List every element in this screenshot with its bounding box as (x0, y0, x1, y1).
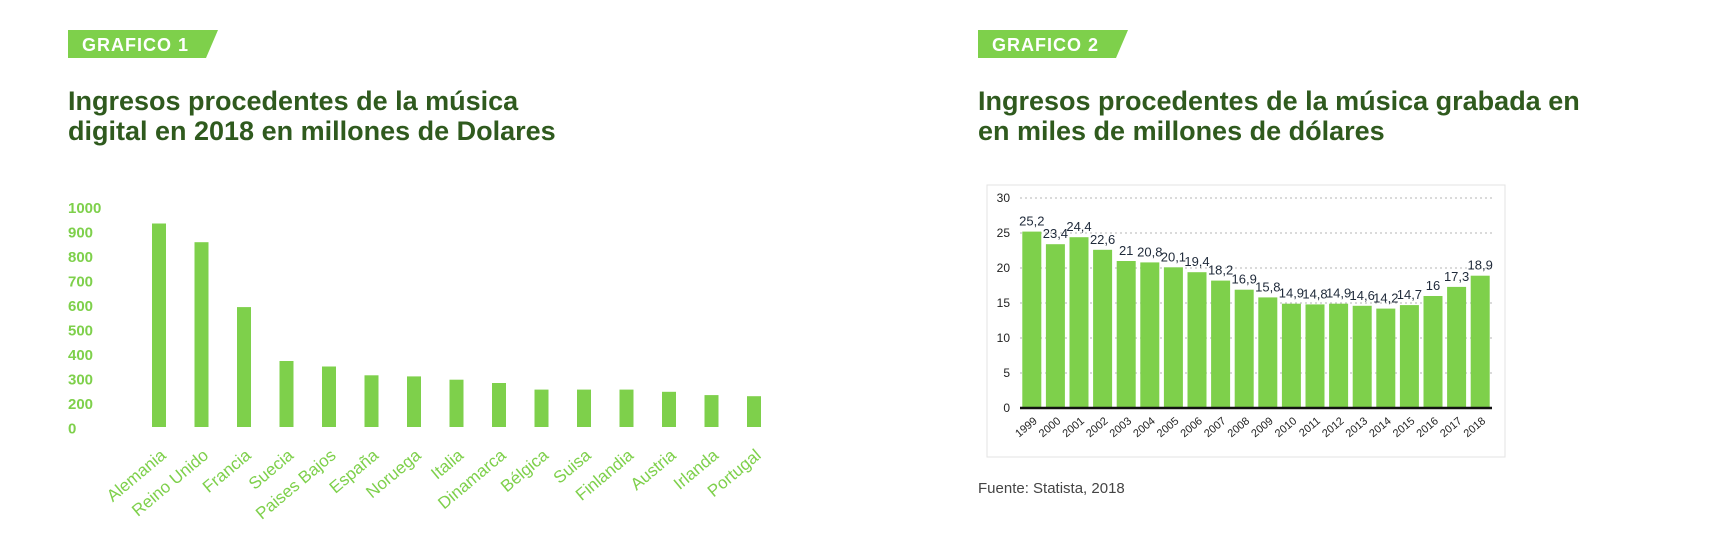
chart-1-ytick-label: 400 (68, 347, 93, 364)
chart-1-ytick-label: 800 (68, 249, 93, 266)
chart-2-bar (1376, 308, 1396, 408)
chart-1-badge: GRAFICO 1 (68, 30, 218, 58)
chart-2-value-label: 14,8 (1302, 286, 1327, 301)
chart-2-value-label: 19,4 (1184, 254, 1209, 269)
chart-1-ytick-label: 600 (68, 298, 93, 315)
chart-2-bar (1423, 296, 1443, 408)
chart-2-bar (1258, 297, 1278, 408)
chart-2-bar (1470, 275, 1490, 408)
chart-2-value-label: 14,7 (1397, 287, 1422, 302)
chart-1-title-line-1: Ingresos procedentes de la música (68, 86, 519, 116)
chart-2-badge: GRAFICO 2 (978, 30, 1128, 58)
chart-1-plot: 10009008007006005004003002000AlemaniaRei… (68, 200, 765, 523)
chart-2-bar (1281, 303, 1301, 408)
chart-2-value-label: 25,2 (1019, 214, 1044, 229)
chart-2-title-line-1: Ingresos procedentes de la música grabad… (978, 86, 1580, 116)
chart-1-ytick-label: 500 (68, 323, 93, 340)
chart-1-bar (194, 242, 209, 427)
chart-2-bar (1187, 272, 1207, 408)
chart-1-bar (364, 375, 379, 427)
chart-2-value-label: 14,9 (1279, 286, 1304, 301)
chart-1-ytick-label: 0 (68, 421, 76, 438)
chart-2-value-label: 16,9 (1232, 272, 1257, 287)
chart-2-value-label: 24,4 (1066, 219, 1091, 234)
chart-1-bar (619, 389, 634, 427)
chart-2-bar (1093, 249, 1113, 408)
chart-2-ytick-label: 20 (997, 261, 1011, 275)
chart-2-value-label: 14,2 (1373, 291, 1398, 306)
chart-1-ytick-label: 1000 (68, 200, 101, 217)
chart-2-ytick-label: 15 (997, 296, 1011, 310)
chart-2-ytick-label: 25 (997, 226, 1011, 240)
chart-1-ytick-label: 300 (68, 372, 93, 389)
chart-2-value-label: 18,2 (1208, 263, 1233, 278)
chart-1-category-label: Bélgica (497, 445, 552, 496)
chart-2-bar (1329, 303, 1349, 408)
chart-1-ytick-label: 200 (68, 396, 93, 413)
chart-2-value-label: 14,9 (1326, 286, 1351, 301)
chart-1-bar (449, 379, 464, 427)
chart-2-value-label: 16 (1426, 278, 1440, 293)
chart-2-value-label: 17,3 (1444, 269, 1469, 284)
chart-1-bar (152, 223, 166, 427)
chart-1-badge-label: GRAFICO 1 (82, 35, 190, 55)
chart-2-value-label: 21 (1119, 243, 1133, 258)
chart-1-bar (662, 391, 676, 427)
chart-2-bar (1352, 305, 1372, 408)
chart-2-value-label: 23,4 (1043, 226, 1068, 241)
chart-1-category-label: Francia (199, 445, 255, 496)
chart-2-title: Ingresos procedentes de la música grabad… (978, 86, 1678, 146)
chart-2-bar (1116, 261, 1136, 408)
chart-1-category-label: Austria (627, 445, 680, 494)
chart-2-badge-label: GRAFICO 2 (992, 35, 1100, 55)
chart-2-bar (1022, 231, 1042, 408)
chart-2-bar (1211, 280, 1231, 408)
chart-2-value-label: 15,8 (1255, 279, 1280, 294)
chart-2-bar (1045, 244, 1065, 408)
chart-1-bar (279, 361, 294, 427)
chart-2-value-label: 20,1 (1161, 249, 1186, 264)
chart-2-bar (1163, 267, 1183, 408)
chart-panel-2: GRAFICO 2 Ingresos procedentes de la mús… (860, 0, 1721, 543)
chart-2-bar (1399, 305, 1419, 408)
chart-2-bar (1447, 286, 1467, 408)
chart-1-ytick-label: 700 (68, 274, 93, 291)
chart-1-bar (237, 307, 251, 427)
chart-1-bar (407, 376, 421, 427)
chart-2-title-line-2: en miles de millones de dólares (978, 116, 1385, 146)
chart-2-source: Fuente: Statista, 2018 (978, 480, 1125, 497)
chart-2-bar (1305, 304, 1325, 408)
chart-1-bar (747, 396, 761, 427)
chart-2-ytick-label: 5 (1003, 366, 1010, 380)
chart-2-ytick-label: 0 (1003, 401, 1010, 415)
chart-2-value-label: 14,6 (1350, 288, 1375, 303)
chart-2-bar (1069, 237, 1089, 408)
chart-1-bar (577, 389, 591, 427)
chart-2-plot: 30252015105025,2199923,4200024,4200122,6… (986, 184, 1506, 458)
chart-1-bar (704, 395, 719, 427)
chart-1-bar (322, 366, 336, 427)
chart-1-ytick-label: 900 (68, 225, 93, 242)
chart-2-value-label: 18,9 (1468, 258, 1493, 273)
chart-1-bar (492, 383, 506, 427)
chart-2-ytick-label: 10 (997, 331, 1011, 345)
chart-2-ytick-label: 30 (997, 191, 1011, 205)
chart-1-title-line-2: digital en 2018 en millones de Dolares (68, 116, 556, 146)
chart-2-bar (1234, 289, 1254, 408)
chart-2-value-label: 22,6 (1090, 232, 1115, 247)
chart-2-value-label: 20,8 (1137, 244, 1162, 259)
chart-1-title: Ingresos procedentes de la música digita… (68, 86, 768, 146)
chart-1-bar (534, 389, 549, 427)
chart-2-bar (1140, 262, 1160, 408)
chart-panel-1: GRAFICO 1 Ingresos procedentes de la mús… (0, 0, 860, 543)
